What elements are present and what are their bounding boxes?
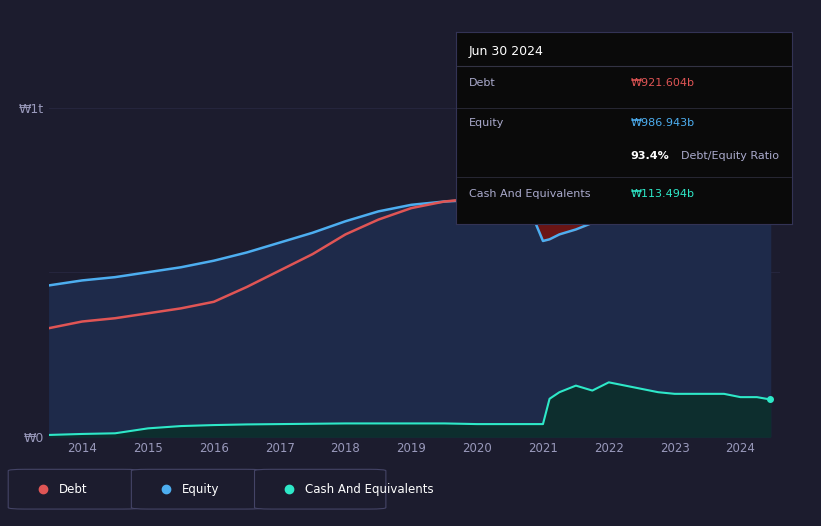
- Text: Cash And Equivalents: Cash And Equivalents: [469, 189, 590, 199]
- FancyBboxPatch shape: [255, 469, 386, 509]
- Text: Debt: Debt: [59, 483, 88, 495]
- Text: Equity: Equity: [182, 483, 220, 495]
- Text: ₩921.604b: ₩921.604b: [631, 78, 695, 88]
- FancyBboxPatch shape: [131, 469, 263, 509]
- Text: ₩986.943b: ₩986.943b: [631, 118, 695, 128]
- Text: Jun 30 2024: Jun 30 2024: [469, 45, 544, 58]
- Text: Equity: Equity: [469, 118, 504, 128]
- Text: Debt: Debt: [469, 78, 496, 88]
- Text: Debt/Equity Ratio: Debt/Equity Ratio: [681, 150, 779, 160]
- Text: 93.4%: 93.4%: [631, 150, 669, 160]
- Text: ₩113.494b: ₩113.494b: [631, 189, 695, 199]
- FancyBboxPatch shape: [8, 469, 140, 509]
- Text: Cash And Equivalents: Cash And Equivalents: [305, 483, 434, 495]
